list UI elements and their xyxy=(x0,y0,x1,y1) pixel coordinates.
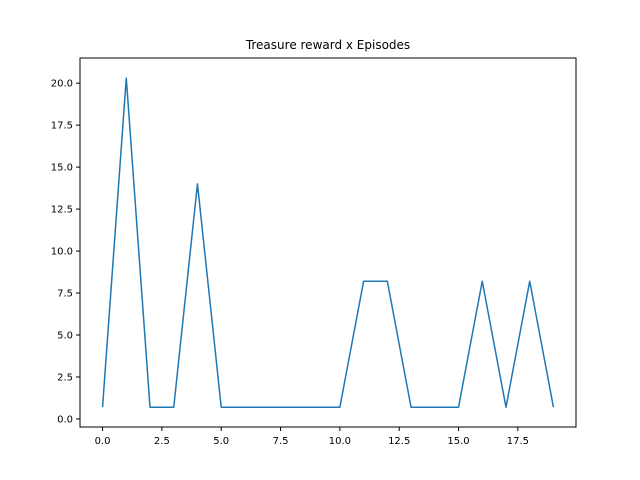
y-tick-label: 2.5 xyxy=(57,372,73,383)
x-tick-label: 15.0 xyxy=(447,436,469,447)
y-axis-ticks: 0.0 2.5 5.0 7.5 10.0 12.5 15.0 17.5 20.0 xyxy=(51,79,80,425)
plot-frame xyxy=(79,57,577,428)
x-axis-ticks: 0.0 2.5 5.0 7.5 10.0 12.5 15.0 17.5 xyxy=(95,427,529,447)
series-line xyxy=(101,77,555,408)
x-tick-label: 10.0 xyxy=(329,436,351,447)
series-layer xyxy=(101,77,555,408)
y-tick-label: 17.5 xyxy=(51,121,73,132)
plot-area xyxy=(80,58,576,427)
y-tick-label: 20.0 xyxy=(51,79,73,90)
y-tick-label: 0.0 xyxy=(57,414,73,425)
x-tick-label: 7.5 xyxy=(273,436,289,447)
y-tick-label: 12.5 xyxy=(51,205,73,216)
y-tick-label: 10.0 xyxy=(51,247,73,258)
x-tick-label: 12.5 xyxy=(388,436,410,447)
x-tick-label: 2.5 xyxy=(154,436,170,447)
y-tick-label: 15.0 xyxy=(51,163,73,174)
x-tick-label: 17.5 xyxy=(507,436,529,447)
chart-title: Treasure reward x Episodes xyxy=(245,38,410,52)
x-tick-label: 0.0 xyxy=(95,436,111,447)
y-tick-label: 7.5 xyxy=(57,289,73,300)
y-tick-label: 5.0 xyxy=(57,331,73,342)
x-tick-label: 5.0 xyxy=(213,436,229,447)
